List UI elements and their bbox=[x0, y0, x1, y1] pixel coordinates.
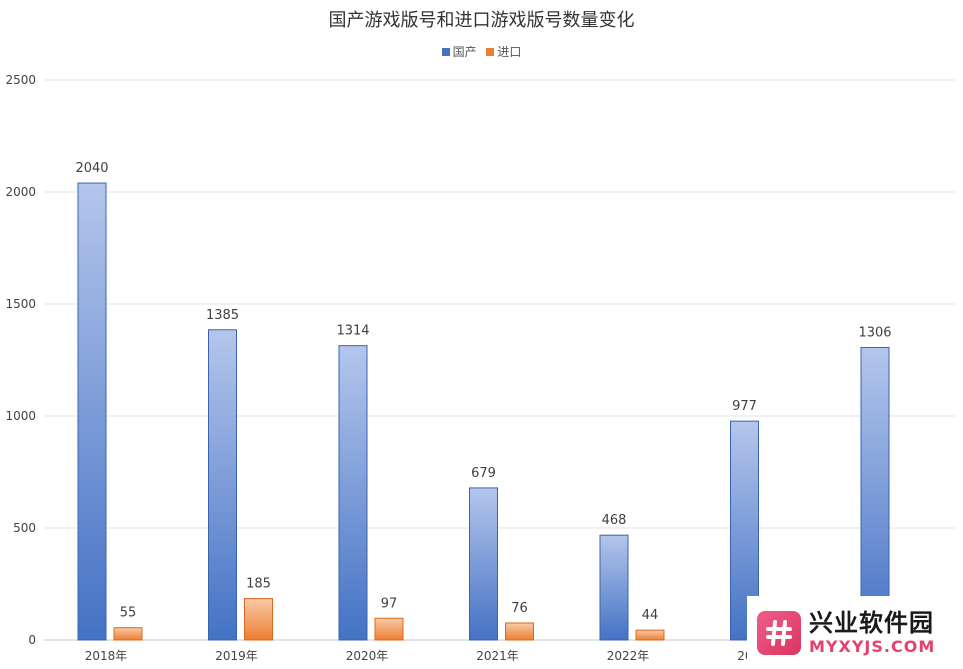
data-label: 55 bbox=[120, 606, 137, 621]
legend-swatch-imported bbox=[486, 47, 495, 56]
watermark: 兴业软件园 MYXYJS.COM bbox=[747, 596, 963, 669]
chart-title: 国产游戏版号和进口游戏版号数量变化 bbox=[328, 10, 635, 31]
y-tick-label: 2000 bbox=[5, 185, 36, 199]
data-label: 1306 bbox=[858, 325, 891, 340]
bar-imported[interactable] bbox=[374, 617, 404, 641]
data-label: 679 bbox=[471, 466, 496, 481]
data-label: 76 bbox=[511, 601, 528, 616]
bar-domestic[interactable] bbox=[77, 182, 107, 641]
y-tick-label: 2500 bbox=[5, 73, 36, 87]
data-label: 2040 bbox=[75, 161, 108, 176]
data-label: 44 bbox=[642, 608, 659, 623]
x-tick-label: 2018年 bbox=[85, 649, 128, 663]
legend-label-imported: 进口 bbox=[497, 45, 522, 59]
x-tick-label: 2019年 bbox=[215, 649, 258, 663]
legend-label-domestic: 国产 bbox=[452, 45, 477, 59]
watermark-brand-en: MYXYJS.COM bbox=[809, 636, 936, 656]
bar-domestic[interactable] bbox=[599, 534, 629, 641]
y-tick-label: 1000 bbox=[5, 409, 36, 423]
bar-imported[interactable] bbox=[505, 622, 534, 641]
bar-domestic[interactable] bbox=[338, 345, 368, 641]
watermark-brand-cn: 兴业软件园 bbox=[809, 608, 934, 637]
y-tick-label: 500 bbox=[13, 521, 36, 535]
data-label: 1385 bbox=[206, 308, 239, 323]
y-tick-label: 0 bbox=[28, 633, 36, 647]
x-tick-label: 2020年 bbox=[346, 649, 389, 663]
legend-item-imported[interactable]: 进口 bbox=[486, 43, 521, 60]
data-label: 185 bbox=[246, 577, 271, 592]
legend: 国产 进口 bbox=[0, 43, 963, 60]
x-tick-label: 2022年 bbox=[607, 649, 650, 663]
bar-imported[interactable] bbox=[244, 598, 273, 641]
data-label: 97 bbox=[381, 596, 398, 611]
hash-logo-icon bbox=[757, 610, 801, 655]
data-label: 468 bbox=[602, 513, 627, 528]
data-label: 977 bbox=[732, 399, 757, 414]
data-label: 1314 bbox=[336, 324, 369, 339]
legend-swatch-domestic bbox=[441, 47, 450, 56]
bar-imported[interactable] bbox=[113, 627, 143, 641]
bar-imported[interactable] bbox=[635, 629, 665, 641]
bar-domestic[interactable] bbox=[469, 487, 498, 641]
x-tick-label: 2021年 bbox=[476, 649, 519, 663]
legend-item-domestic[interactable]: 国产 bbox=[441, 43, 477, 60]
bar-domestic[interactable] bbox=[208, 329, 237, 641]
y-tick-label: 1500 bbox=[5, 297, 36, 311]
